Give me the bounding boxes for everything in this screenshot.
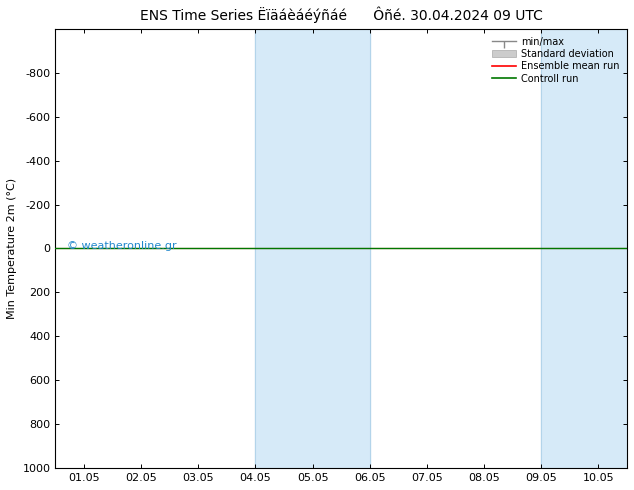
Legend: min/max, Standard deviation, Ensemble mean run, Controll run: min/max, Standard deviation, Ensemble me…: [489, 34, 622, 87]
Title: ENS Time Series Ëïäáèáéýñáé      Ôñé. 30.04.2024 09 UTC: ENS Time Series Ëïäáèáéýñáé Ôñé. 30.04.2…: [139, 7, 543, 24]
Text: © weatheronline.gr: © weatheronline.gr: [67, 241, 176, 251]
Bar: [256, 29, 370, 468]
Y-axis label: Min Temperature 2m (°C): Min Temperature 2m (°C): [7, 178, 17, 319]
Bar: [541, 29, 634, 468]
